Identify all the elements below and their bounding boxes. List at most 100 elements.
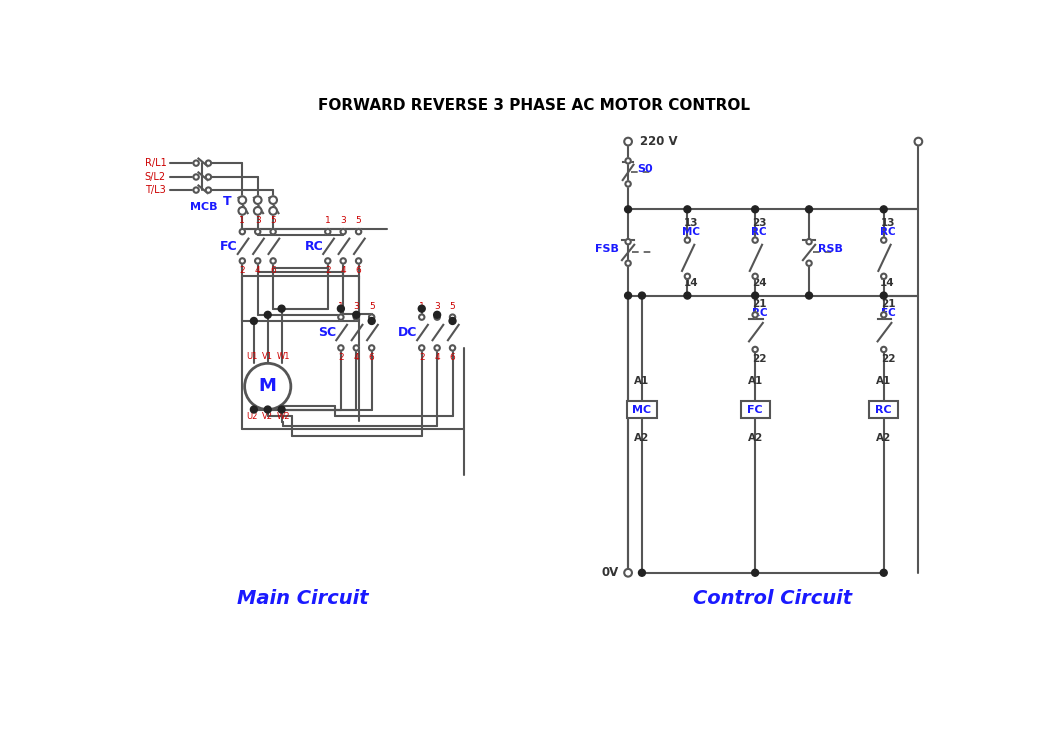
Text: V1: V1 bbox=[262, 352, 273, 361]
Text: RC: RC bbox=[875, 405, 892, 414]
Circle shape bbox=[625, 292, 632, 299]
Circle shape bbox=[450, 318, 456, 324]
Text: RC: RC bbox=[305, 240, 323, 253]
Circle shape bbox=[325, 229, 331, 234]
Circle shape bbox=[253, 207, 262, 214]
Circle shape bbox=[626, 158, 631, 164]
Text: A1: A1 bbox=[634, 376, 650, 386]
Circle shape bbox=[368, 318, 375, 324]
Text: 4: 4 bbox=[434, 353, 440, 362]
Circle shape bbox=[752, 312, 758, 318]
Circle shape bbox=[369, 315, 374, 320]
Text: SC: SC bbox=[318, 326, 336, 339]
Circle shape bbox=[270, 229, 275, 234]
Circle shape bbox=[205, 174, 211, 180]
Circle shape bbox=[684, 237, 690, 242]
Text: W1: W1 bbox=[277, 352, 291, 361]
Circle shape bbox=[250, 406, 258, 413]
Circle shape bbox=[325, 258, 331, 264]
Circle shape bbox=[205, 161, 211, 166]
Text: T: T bbox=[223, 195, 232, 208]
Circle shape bbox=[264, 311, 271, 318]
Text: U1: U1 bbox=[246, 352, 258, 361]
Text: RC: RC bbox=[879, 228, 895, 237]
Text: 1: 1 bbox=[325, 217, 331, 226]
Text: M: M bbox=[259, 377, 276, 396]
Text: R/L1: R/L1 bbox=[145, 158, 166, 168]
Text: Main Circuit: Main Circuit bbox=[237, 589, 368, 608]
Circle shape bbox=[915, 138, 922, 145]
Text: Control Circuit: Control Circuit bbox=[693, 589, 852, 608]
Text: 5: 5 bbox=[270, 217, 276, 226]
Circle shape bbox=[752, 347, 758, 352]
Circle shape bbox=[340, 258, 346, 264]
Circle shape bbox=[881, 237, 887, 242]
Text: 24: 24 bbox=[752, 279, 767, 288]
Text: 2: 2 bbox=[338, 353, 344, 362]
Circle shape bbox=[638, 569, 646, 576]
Text: 2: 2 bbox=[240, 265, 245, 275]
Text: 4: 4 bbox=[254, 265, 261, 275]
Text: 0V: 0V bbox=[602, 566, 618, 579]
Text: 22: 22 bbox=[752, 354, 767, 365]
Circle shape bbox=[250, 318, 258, 324]
Circle shape bbox=[338, 315, 343, 320]
Circle shape bbox=[193, 187, 199, 193]
Bar bbox=[627, 401, 657, 418]
Circle shape bbox=[354, 345, 359, 351]
Circle shape bbox=[270, 258, 275, 264]
Circle shape bbox=[419, 315, 425, 320]
Text: 1: 1 bbox=[338, 302, 344, 311]
Text: S/L2: S/L2 bbox=[145, 172, 166, 182]
Text: 6: 6 bbox=[356, 265, 362, 275]
Text: 5: 5 bbox=[356, 217, 362, 226]
Circle shape bbox=[269, 196, 277, 204]
Text: FC: FC bbox=[220, 240, 237, 253]
Text: RC: RC bbox=[752, 307, 768, 318]
Circle shape bbox=[193, 161, 199, 166]
Bar bbox=[869, 401, 898, 418]
Circle shape bbox=[434, 311, 440, 318]
Circle shape bbox=[626, 239, 631, 245]
Text: 4: 4 bbox=[354, 353, 359, 362]
Circle shape bbox=[752, 237, 758, 242]
Circle shape bbox=[340, 229, 346, 234]
Circle shape bbox=[353, 311, 360, 318]
Circle shape bbox=[256, 258, 261, 264]
Text: U2: U2 bbox=[246, 412, 258, 421]
Text: 13: 13 bbox=[880, 218, 895, 228]
Circle shape bbox=[354, 315, 359, 320]
Circle shape bbox=[356, 258, 361, 264]
Circle shape bbox=[239, 196, 246, 204]
Circle shape bbox=[269, 207, 277, 214]
Text: 21: 21 bbox=[752, 299, 767, 309]
Text: 2: 2 bbox=[419, 353, 425, 362]
Circle shape bbox=[806, 239, 811, 245]
Circle shape bbox=[752, 569, 758, 576]
Text: FC: FC bbox=[881, 307, 896, 318]
Circle shape bbox=[205, 187, 211, 193]
Circle shape bbox=[752, 292, 758, 299]
Circle shape bbox=[245, 363, 291, 410]
Text: FSB: FSB bbox=[595, 244, 618, 254]
Circle shape bbox=[806, 261, 811, 266]
Text: 5: 5 bbox=[369, 302, 374, 311]
Text: 14: 14 bbox=[880, 279, 895, 288]
Circle shape bbox=[369, 345, 374, 351]
Circle shape bbox=[752, 206, 758, 213]
Circle shape bbox=[240, 258, 245, 264]
Circle shape bbox=[278, 406, 285, 413]
Circle shape bbox=[881, 347, 887, 352]
Text: RC: RC bbox=[751, 228, 767, 237]
Circle shape bbox=[435, 345, 440, 351]
Circle shape bbox=[435, 315, 440, 320]
Bar bbox=[741, 401, 770, 418]
Text: MCB: MCB bbox=[190, 203, 218, 212]
Circle shape bbox=[253, 196, 262, 204]
Circle shape bbox=[626, 261, 631, 266]
Text: MC: MC bbox=[682, 228, 700, 237]
Text: FC: FC bbox=[748, 405, 763, 414]
Circle shape bbox=[881, 312, 887, 318]
Text: 3: 3 bbox=[340, 217, 346, 226]
Circle shape bbox=[626, 181, 631, 186]
